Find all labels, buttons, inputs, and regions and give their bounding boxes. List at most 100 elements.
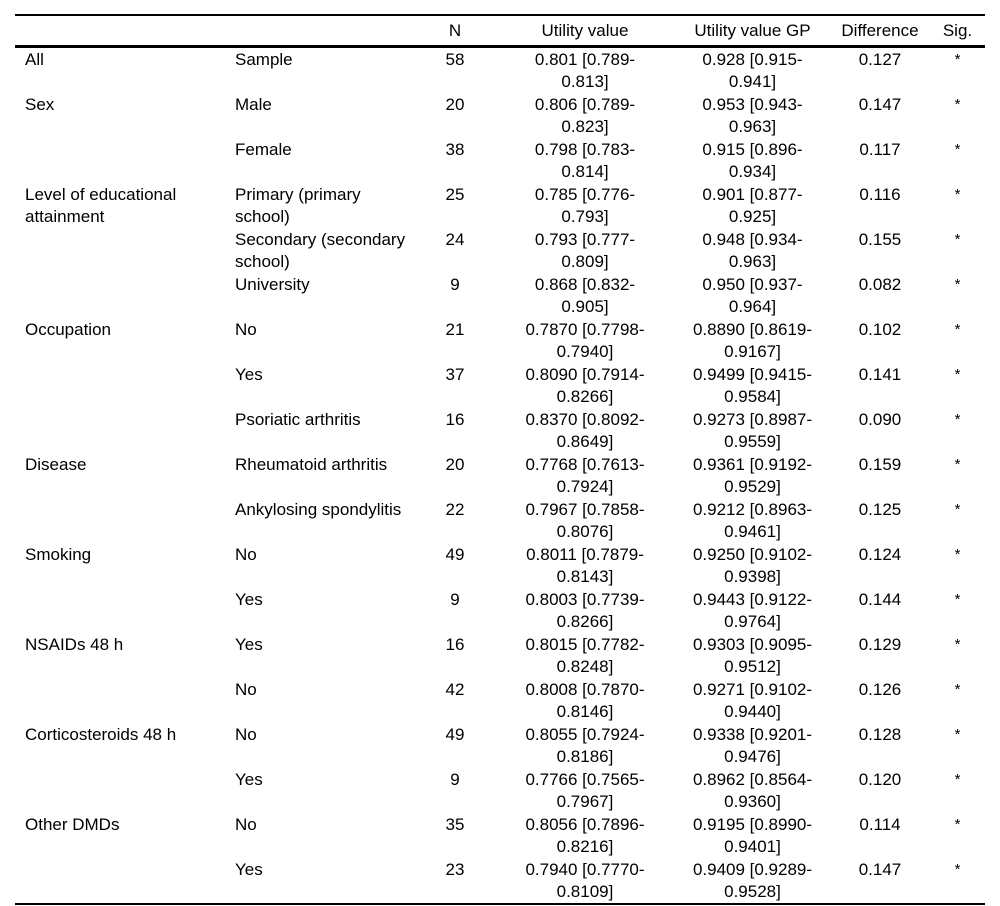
column-header-utility-value: Utility value (495, 14, 675, 48)
value-line: Primary (primary (235, 185, 361, 204)
subgroup-cell: Yes (235, 365, 263, 384)
table-row: All Sample 58 0.801 [0.789- 0.813] 0.928 [0.9… (15, 47, 985, 94)
table-row: Secondary (secondary school) 24 0.793 [0.77… (15, 228, 985, 273)
utility-value-cell: 0.785 [0.776- 0.793] (495, 183, 675, 228)
group-cell (15, 273, 230, 318)
header-row: N Utility value Utility value GP Difference… (15, 14, 985, 48)
utility-value-gp-cell: 0.950 [0.937- 0.964] (675, 273, 830, 318)
table-row: Psoriatic arthritis 16 0.8370 [0.8092- 0.86… (15, 408, 985, 453)
value-line: 0.9440] (724, 702, 781, 721)
subgroup-cell: University (235, 275, 310, 294)
subgroup-cell: No (235, 815, 257, 834)
subgroup-cell: Psoriatic arthritis (235, 410, 361, 429)
utility-value-gp-cell: 0.9499 [0.9415- 0.9584] (675, 363, 830, 408)
value-line: 0.814] (561, 162, 609, 181)
value-line: 0.785 [0.776- (534, 185, 636, 204)
value-line: 0.813] (561, 72, 609, 91)
utility-value-cell: 0.8055 [0.7924- 0.8186] (495, 723, 675, 768)
value-line: 0.915 [0.896- (702, 140, 803, 159)
value-line: 0.7967 [0.7858- (525, 500, 645, 519)
n-cell: 25 (445, 185, 465, 204)
value-line: 0.950 [0.937- (702, 275, 803, 294)
utility-value-cell: 0.8370 [0.8092- 0.8649] (495, 408, 675, 453)
difference-cell: 0.147 (830, 858, 930, 905)
column-header-subgroup (230, 14, 415, 48)
value-line: 0.941] (728, 72, 777, 91)
value-line: 0.793 [0.777- (534, 230, 636, 249)
value-line: 0.928 [0.915- (702, 50, 803, 69)
subgroup-cell: No (235, 725, 257, 744)
table-header: N Utility value Utility value GP Difference… (15, 14, 985, 48)
value-line: 0.8143] (556, 567, 614, 586)
value-line: 0.9360] (724, 792, 781, 811)
sig-cell: * (954, 276, 961, 293)
value-line: school) (235, 207, 290, 226)
utility-value-gp-cell: 0.8890 [0.8619- 0.9167] (675, 318, 830, 363)
subgroup-cell: Yes (235, 590, 263, 609)
sig-cell: * (954, 51, 961, 68)
utility-value-cell: 0.7766 [0.7565- 0.7967] (495, 768, 675, 813)
value-line: 0.7940] (556, 342, 614, 361)
value-line: 0.9559] (724, 432, 781, 451)
value-line: 0.9476] (724, 747, 781, 766)
sig-cell: * (954, 231, 961, 248)
difference-cell: 0.117 (859, 140, 901, 159)
difference-cell: 0.116 (859, 185, 901, 204)
value-line: 0.9338 [0.9201- (692, 725, 813, 744)
sig-cell: * (954, 726, 961, 743)
value-line: 0.9409 [0.9289- (692, 860, 813, 879)
value-line: 0.8216] (556, 837, 614, 856)
subgroup-cell: Rheumatoid arthritis (235, 455, 388, 474)
value-line: Secondary (secondary (235, 230, 406, 249)
table-row: Level of educational attainment Primary (p… (15, 183, 985, 228)
table-row: Disease Rheumatoid arthritis 20 0.7768 [0.7… (15, 453, 985, 498)
table-row: NSAIDs 48 h Yes 16 0.8015 [0.7782- 0.8248] 0.… (15, 633, 985, 678)
value-line: 0.7870 [0.7798- (525, 320, 645, 339)
subgroup-cell: No (235, 545, 257, 564)
value-line: 0.809] (561, 252, 609, 271)
n-cell: 22 (445, 500, 465, 519)
value-line: 0.9443 [0.9122- (692, 590, 813, 609)
utility-value-gp-cell: 0.9250 [0.9102- 0.9398] (675, 543, 830, 588)
value-line: 0.9499 [0.9415- (692, 365, 813, 384)
difference-cell: 0.126 (858, 680, 902, 699)
value-line: school) (235, 252, 290, 271)
difference-cell: 0.120 (858, 770, 902, 789)
value-line: 0.9401] (724, 837, 781, 856)
utility-value-gp-cell: 0.948 [0.934- 0.963] (675, 228, 830, 273)
difference-cell: 0.144 (858, 590, 902, 609)
value-line: 0.963] (728, 117, 777, 136)
value-line: 0.8090 [0.7914- (525, 365, 645, 384)
utility-value-gp-cell: 0.9212 [0.8963- 0.9461] (675, 498, 830, 543)
group-cell: Level of educational attainment (15, 183, 230, 228)
table-row: Yes 9 0.8003 [0.7739- 0.8266] 0.9443 [0.9122… (15, 588, 985, 633)
table-row: Other DMDs No 35 0.8056 [0.7896- 0.8216] 0.91… (15, 813, 985, 858)
sig-cell: * (930, 858, 985, 905)
utility-value-cell: 0.8056 [0.7896- 0.8216] (495, 813, 675, 858)
value-line: 0.798 [0.783- (534, 140, 636, 159)
column-header-difference: Difference (830, 14, 930, 48)
value-line: 0.9167] (724, 342, 781, 361)
group-cell (15, 588, 230, 633)
utility-value-cell: 0.8015 [0.7782- 0.8248] (495, 633, 675, 678)
group-cell (15, 498, 230, 543)
difference-cell: 0.125 (858, 500, 902, 519)
value-line: 0.9271 [0.9102- (692, 680, 813, 699)
value-line: 0.9303 [0.9095- (692, 635, 813, 654)
value-line: 0.9528] (724, 882, 781, 901)
utility-value-gp-cell: 0.9338 [0.9201- 0.9476] (675, 723, 830, 768)
sig-cell: * (954, 816, 961, 833)
difference-cell: 0.124 (858, 545, 902, 564)
utility-value-gp-cell: 0.9271 [0.9102- 0.9440] (675, 678, 830, 723)
value-line: 0.7924] (556, 477, 614, 496)
value-line: 0.823] (561, 117, 609, 136)
utility-value-cell: 0.793 [0.777- 0.809] (495, 228, 675, 273)
sig-cell: * (954, 96, 961, 113)
n-cell: 9 (450, 770, 460, 789)
value-line: 0.793] (561, 207, 609, 226)
n-cell: 35 (445, 815, 465, 834)
value-line: attainment (25, 207, 105, 226)
utility-value-cell: 0.7967 [0.7858- 0.8076] (495, 498, 675, 543)
table-row: Yes 23 0.7940 [0.7770- 0.8109] 0.9409 [0.928… (15, 858, 985, 905)
utility-value-gp-cell: 0.9361 [0.9192- 0.9529] (675, 453, 830, 498)
